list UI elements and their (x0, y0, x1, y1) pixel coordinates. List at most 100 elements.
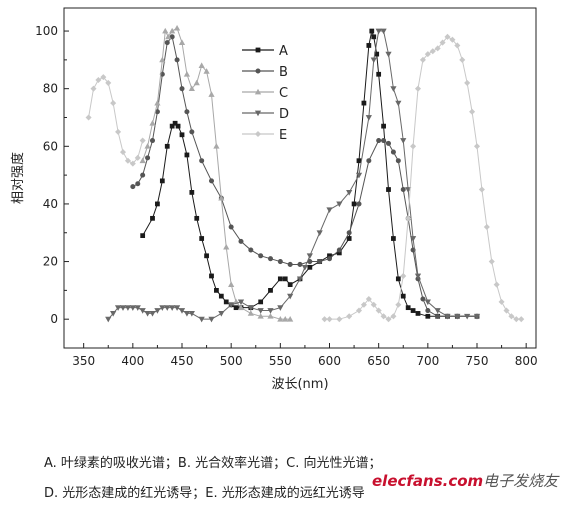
data-point-d (228, 302, 235, 308)
series-line-e (88, 76, 144, 165)
data-point-b (297, 261, 303, 267)
data-point-a (258, 299, 264, 305)
data-point-d (198, 316, 205, 323)
data-point-a (369, 28, 375, 34)
plot-frame (63, 7, 537, 349)
data-point-a (400, 293, 406, 299)
data-point-a (366, 43, 372, 48)
data-point-d (169, 305, 176, 311)
data-point-a (199, 236, 205, 241)
data-point-b (140, 172, 146, 178)
data-point-b (164, 40, 170, 46)
data-point-b (356, 201, 362, 207)
data-point-d (124, 305, 132, 311)
data-point-e (410, 143, 417, 150)
data-point-a (209, 273, 214, 279)
series-layer (85, 24, 525, 323)
data-point-b (135, 181, 141, 187)
data-point-b (184, 109, 190, 115)
legend-item-c: C (242, 86, 288, 101)
data-point-b (336, 247, 342, 253)
data-point-a (361, 100, 367, 106)
x-tick-label: 600 (318, 354, 341, 368)
data-point-b (228, 224, 234, 230)
x-tick-label: 700 (416, 354, 439, 368)
data-point-d (346, 190, 353, 196)
data-point-d (139, 308, 146, 314)
data-point-a (175, 123, 181, 129)
data-point-e (454, 42, 461, 49)
data-point-b (346, 230, 352, 236)
series-c (139, 24, 294, 322)
data-point-b (287, 261, 293, 267)
data-point-d (409, 236, 417, 242)
data-point-b (267, 256, 274, 262)
legend-label-a: A (279, 44, 288, 59)
data-point-e (469, 108, 476, 115)
data-point-b (208, 178, 215, 184)
data-point-d (218, 311, 225, 317)
data-point-a (140, 233, 146, 239)
data-point-a (223, 299, 229, 305)
data-point-a (159, 178, 165, 184)
data-point-e (380, 313, 387, 320)
data-point-c (247, 310, 254, 316)
data-point-a (395, 276, 401, 282)
data-point-b (390, 149, 396, 155)
data-point-d (301, 264, 309, 271)
data-point-b (277, 259, 283, 265)
watermark-suffix: 电子发烧友 (483, 472, 559, 490)
data-point-e (360, 301, 367, 308)
data-point-e (385, 316, 392, 323)
data-point-d (149, 311, 156, 317)
data-point-d (316, 230, 323, 236)
data-point-a (356, 158, 362, 164)
data-point-c (223, 243, 230, 250)
x-tick-label: 650 (367, 354, 390, 368)
data-point-e (429, 48, 436, 55)
data-point-e (434, 45, 441, 52)
data-point-b (381, 138, 387, 144)
data-point-a (346, 236, 352, 241)
data-point-e (405, 215, 412, 222)
data-point-e (95, 77, 102, 84)
data-point-b (420, 296, 426, 302)
data-point-c (149, 120, 156, 126)
data-point-d (296, 276, 304, 283)
chart-axes (63, 7, 537, 349)
data-point-d (473, 313, 481, 320)
legend-label-b: B (279, 65, 288, 80)
data-point-e (129, 160, 136, 167)
data-point-c (183, 71, 191, 77)
y-tick-label: 100 (35, 24, 58, 38)
data-point-c (237, 304, 245, 311)
data-point-e (419, 56, 426, 63)
data-point-e (390, 313, 397, 320)
x-axis-ticks: 350 400 450 500 550 600 650 700 750 800 (72, 343, 538, 368)
legend-label-d: D (279, 107, 289, 122)
data-point-e (326, 316, 333, 323)
data-point-b (174, 57, 180, 63)
data-point-d (129, 305, 136, 311)
data-point-b (189, 129, 195, 135)
data-point-a (204, 253, 209, 259)
data-point-b (145, 155, 151, 161)
data-point-b (130, 184, 136, 190)
data-point-d (154, 308, 161, 314)
data-point-a (415, 311, 421, 316)
data-point-e (483, 223, 490, 231)
data-point-d (159, 305, 166, 311)
data-point-d (405, 187, 412, 193)
data-point-d (395, 100, 402, 107)
data-point-b (248, 247, 254, 253)
data-point-e (513, 316, 520, 323)
data-point-b (366, 158, 372, 164)
data-point-d (375, 28, 382, 35)
data-point-c (203, 68, 210, 74)
data-point-a (268, 287, 273, 293)
legend-marker-a (255, 47, 261, 53)
data-point-c (162, 27, 169, 34)
data-point-e (488, 258, 495, 265)
legend-label-e: E (279, 128, 287, 143)
